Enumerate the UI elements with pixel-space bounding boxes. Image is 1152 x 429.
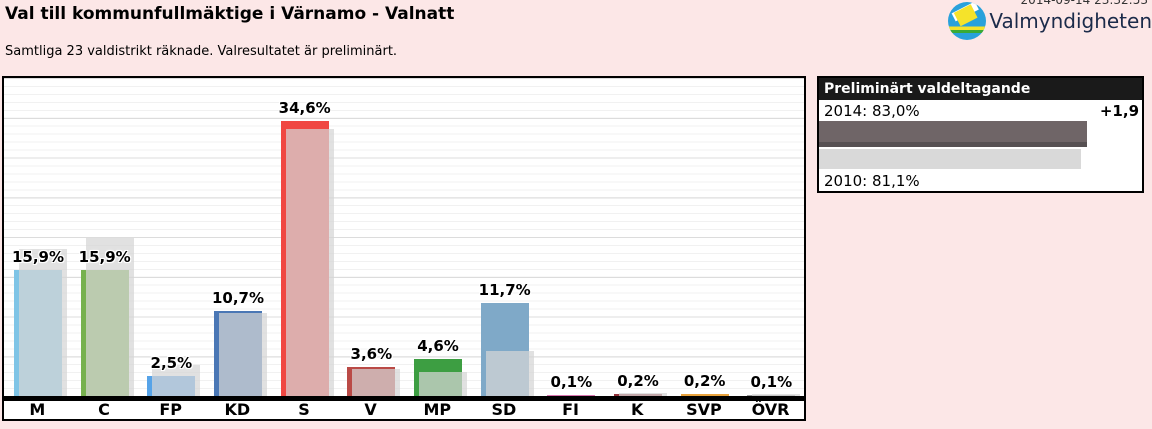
bar-2010-KD: [219, 313, 267, 396]
x-axis-label-FP: FP: [159, 400, 182, 419]
x-axis-label-V: V: [364, 400, 377, 419]
x-axis-label-FI: FI: [562, 400, 580, 419]
x-axis-label-C: C: [98, 400, 110, 419]
bar-value-label-KD: 10,7%: [211, 288, 265, 307]
turnout-2010-label: 2010: 81,1%: [824, 172, 920, 190]
bar-value-label-MP: 4,6%: [417, 337, 459, 356]
page-title: Val till kommunfullmäktige i Värnamo - V…: [5, 4, 455, 24]
x-axis-label-KD: KD: [224, 400, 251, 419]
bar-value-label-M: 15,9%: [11, 247, 65, 266]
x-axis-line: [4, 396, 804, 401]
x-axis-label-M: M: [29, 400, 46, 419]
bar-value-label-FI: 0,1%: [550, 373, 593, 392]
bar-value-label-S: 34,6%: [278, 98, 331, 117]
ballot-box-icon: [948, 2, 987, 40]
chart-plot-area: 15,9% 15,9% 2,5% 10,7% 34,6% 3,6% 4,6% 11,7% 0,1…: [4, 78, 804, 396]
turnout-row-2014: 2014: 83,0% +1,9: [819, 100, 1142, 121]
bar-2010-ÖVR: [752, 394, 801, 396]
turnout-bar-2010: [819, 149, 1081, 169]
bar-2010-K: [619, 392, 667, 396]
bar-2010-C: [85, 237, 134, 396]
turnout-bar-2014: [819, 121, 1088, 147]
timestamp: 2014-09-14 23:32:53: [1020, 0, 1148, 7]
bar-2010-M: [19, 248, 67, 396]
x-axis-label-SVP: SVP: [686, 400, 722, 419]
bar-value-label-C: 15,9%: [78, 247, 131, 266]
logo-text: Valmyndigheten: [989, 9, 1152, 33]
x-axis-label-S: S: [298, 400, 310, 419]
bar-2010-V: [352, 368, 401, 396]
bar-value-label-SVP: 0,2%: [683, 372, 726, 391]
bar-2014-FI: [547, 395, 596, 396]
bar-2010-FP: [152, 365, 201, 396]
bar-value-label-FP: 2,5%: [150, 354, 193, 373]
bar-value-label-SD: 11,7%: [478, 281, 531, 299]
turnout-2014-label: 2014: 83,0%: [824, 102, 920, 120]
bar-value-label-ÖVR: 0,1%: [750, 373, 793, 392]
valmyndigheten-logo[interactable]: Valmyndigheten: [948, 2, 1152, 40]
turnout-panel-title: Preliminärt valdeltagande: [819, 78, 1142, 100]
x-axis-label-MP: MP: [423, 400, 452, 419]
results-chart: 15,9% 15,9% 2,5% 10,7% 34,6% 3,6% 4,6% 11,7% 0,1…: [2, 76, 806, 421]
page-subtitle: Samtliga 23 valdistrikt räknade. Valresu…: [5, 44, 398, 59]
bar-value-label-V: 3,6%: [350, 345, 393, 364]
x-axis-label-ÖVR: ÖVR: [751, 400, 790, 419]
bar-2010-SD: [485, 351, 534, 396]
x-axis-label-K: K: [631, 400, 644, 419]
x-axis-labels: M C FP KD S V MP SD FI K SVP ÖVR: [4, 401, 804, 419]
bar-value-label-K: 0,2%: [617, 372, 659, 391]
turnout-panel: Preliminärt valdeltagande 2014: 83,0% +1…: [817, 76, 1144, 193]
bar-2014-SVP: [680, 394, 729, 396]
bar-2010-S: [285, 128, 334, 396]
bar-2010-MP: [419, 372, 467, 396]
turnout-diff-label: +1,9: [1099, 102, 1139, 120]
x-axis-label-SD: SD: [491, 400, 517, 419]
